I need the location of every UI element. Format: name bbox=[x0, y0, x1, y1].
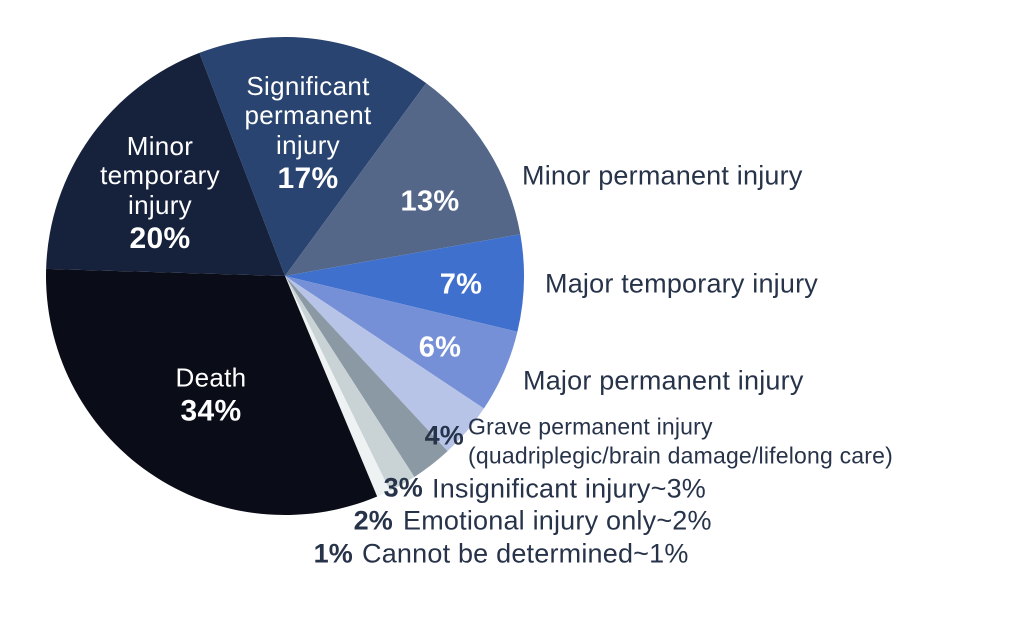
pie-slice-major-permanent-injury bbox=[285, 276, 518, 409]
callout-cannot-be-determined: Cannot be determined~1% bbox=[362, 538, 689, 569]
callout-grave-permanent-injury: Grave permanent injury (quadriplegic/bra… bbox=[468, 413, 893, 468]
pie-slice-insignificant-injury-3 bbox=[285, 276, 448, 477]
pie-slice-death bbox=[46, 268, 378, 516]
callout-major-permanent-injury: Major permanent injury bbox=[523, 365, 804, 396]
slice-label-text: Minor temporary injury bbox=[100, 131, 220, 220]
callout-major-temporary-injury: Major temporary injury bbox=[545, 268, 818, 299]
slice-pct-major-temporary-injury: 7% bbox=[439, 268, 483, 301]
slice-label-text: Death bbox=[175, 362, 247, 393]
slice-label-death: Death 34% bbox=[175, 362, 247, 429]
callout-minor-permanent-injury: Minor permanent injury bbox=[522, 160, 803, 191]
callout-pct-grave-permanent-injury: 4% bbox=[424, 420, 464, 451]
slice-label-significant-permanent-injury: Significant permanent injury 17% bbox=[244, 71, 372, 196]
slice-label-pct: 17% bbox=[277, 162, 339, 196]
callout-emotional-injury-only: Emotional injury only~2% bbox=[403, 505, 712, 536]
slice-pct-major-permanent-injury: 6% bbox=[418, 331, 462, 364]
slice-pct-minor-permanent-injury: 13% bbox=[400, 185, 460, 218]
slice-label-pct: 20% bbox=[129, 222, 191, 256]
slice-label-minor-temporary-injury: Minor temporary injury 20% bbox=[100, 131, 220, 256]
callout-pct-cannot-be-determined: 1% bbox=[313, 538, 353, 569]
pie-slice-minor-permanent-injury bbox=[285, 83, 521, 276]
callout-pct-emotional-injury-only: 2% bbox=[353, 505, 393, 536]
pie-slice-minor-temporary-injury bbox=[46, 52, 285, 277]
pie-slice-grave-permanent-injury-quadriplegic-brain-damage-lifelong-care bbox=[285, 276, 484, 452]
pie-slice-significant-permanent-injury bbox=[199, 36, 427, 276]
slice-label-pct: 34% bbox=[180, 394, 242, 428]
pie-slice-emotional-injury-only-2 bbox=[285, 276, 415, 491]
callout-pct-insignificant-injury: 3% bbox=[383, 472, 423, 503]
pie-slice-cannot-be-determined-1 bbox=[285, 276, 390, 497]
pie-slice-major-temporary-injury bbox=[285, 234, 524, 332]
callout-insignificant-injury: Insignificant injury~3% bbox=[432, 473, 706, 504]
slice-label-text: Significant permanent injury bbox=[244, 71, 372, 160]
